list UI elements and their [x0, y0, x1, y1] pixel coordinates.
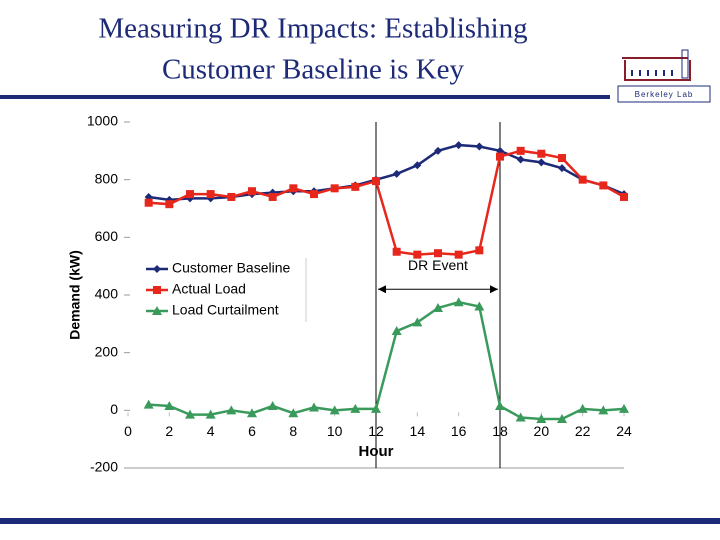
title-line: Customer Baseline is Key — [162, 54, 465, 86]
marker — [247, 408, 257, 418]
event-label-box — [401, 255, 475, 278]
marker — [598, 405, 609, 415]
marker — [205, 409, 216, 419]
marker — [186, 190, 194, 199]
series-line — [148, 143, 625, 202]
marker — [267, 401, 278, 411]
marker — [226, 405, 237, 415]
marker — [558, 164, 566, 173]
marker — [434, 146, 442, 155]
marker — [516, 155, 525, 164]
x-tick-label: 10 — [327, 423, 343, 439]
marker — [350, 403, 361, 413]
marker — [577, 403, 588, 413]
x-tick-label: 8 — [289, 423, 297, 439]
legend-marker — [153, 265, 161, 273]
legend-label: Customer Baseline — [172, 260, 290, 276]
x-tick-label: 24 — [616, 423, 632, 439]
y-tick-label: 400 — [95, 286, 119, 302]
marker — [206, 190, 215, 199]
marker — [578, 175, 587, 184]
title-line: Measuring DR Impacts: Establishing — [98, 13, 527, 45]
marker — [144, 198, 153, 207]
footer-bar — [0, 518, 720, 524]
x-tick-label: 20 — [534, 423, 550, 439]
marker — [475, 246, 484, 255]
marker — [434, 249, 442, 258]
marker — [619, 403, 629, 413]
marker — [557, 413, 567, 423]
marker — [413, 161, 422, 170]
marker — [537, 149, 546, 158]
marker — [495, 401, 505, 411]
marker — [413, 250, 422, 259]
marker — [329, 405, 340, 415]
marker — [227, 192, 236, 201]
marker — [371, 403, 381, 413]
legend-label: Actual Load — [172, 281, 246, 297]
marker — [268, 192, 277, 201]
marker — [474, 301, 485, 311]
logo: Berkeley Lab — [617, 49, 711, 103]
x-tick-label: 6 — [248, 423, 256, 439]
x-tick-label: 0 — [124, 423, 132, 439]
marker — [351, 182, 360, 191]
marker — [599, 181, 608, 190]
marker — [248, 187, 256, 196]
x-tick-label: 16 — [451, 423, 467, 439]
marker — [143, 399, 154, 409]
marker — [391, 326, 402, 336]
marker — [392, 247, 401, 256]
series-line — [148, 300, 625, 421]
x-tick-label: 22 — [575, 423, 591, 439]
x-tick-label: 14 — [410, 423, 426, 439]
marker — [620, 192, 628, 201]
y-tick-label: 800 — [95, 170, 119, 186]
marker — [412, 317, 423, 327]
marker — [515, 412, 526, 422]
marker — [454, 141, 463, 150]
logo-text: Berkeley Lab — [635, 90, 694, 99]
marker — [288, 408, 299, 418]
marker — [289, 184, 298, 193]
marker — [164, 401, 175, 411]
event-label: DR Event — [408, 257, 468, 273]
x-tick-label: 4 — [207, 423, 215, 439]
marker — [536, 413, 547, 423]
marker — [558, 154, 566, 163]
legend-marker — [152, 306, 162, 315]
legend-marker — [153, 286, 161, 294]
marker — [309, 402, 319, 412]
marker — [516, 146, 525, 155]
marker — [330, 184, 339, 193]
marker — [392, 169, 401, 178]
marker — [537, 158, 546, 167]
legend-label: Load Curtailment — [172, 302, 279, 318]
y-tick-label: 200 — [95, 343, 119, 359]
y-tick-label: 1000 — [87, 113, 118, 129]
title-rule — [0, 95, 610, 99]
x-tick-label: 2 — [165, 423, 173, 439]
marker — [372, 177, 380, 186]
marker — [433, 302, 443, 312]
marker — [310, 190, 318, 199]
marker — [165, 200, 174, 209]
marker — [454, 250, 463, 259]
marker — [475, 142, 484, 151]
marker — [496, 152, 504, 161]
y-tick-label: -200 — [90, 459, 118, 475]
y-tick-label: 0 — [110, 401, 118, 417]
y-tick-label: 600 — [95, 228, 119, 244]
y-axis-label: Demand (kW) — [67, 250, 83, 339]
marker — [453, 297, 464, 307]
marker — [185, 409, 195, 419]
